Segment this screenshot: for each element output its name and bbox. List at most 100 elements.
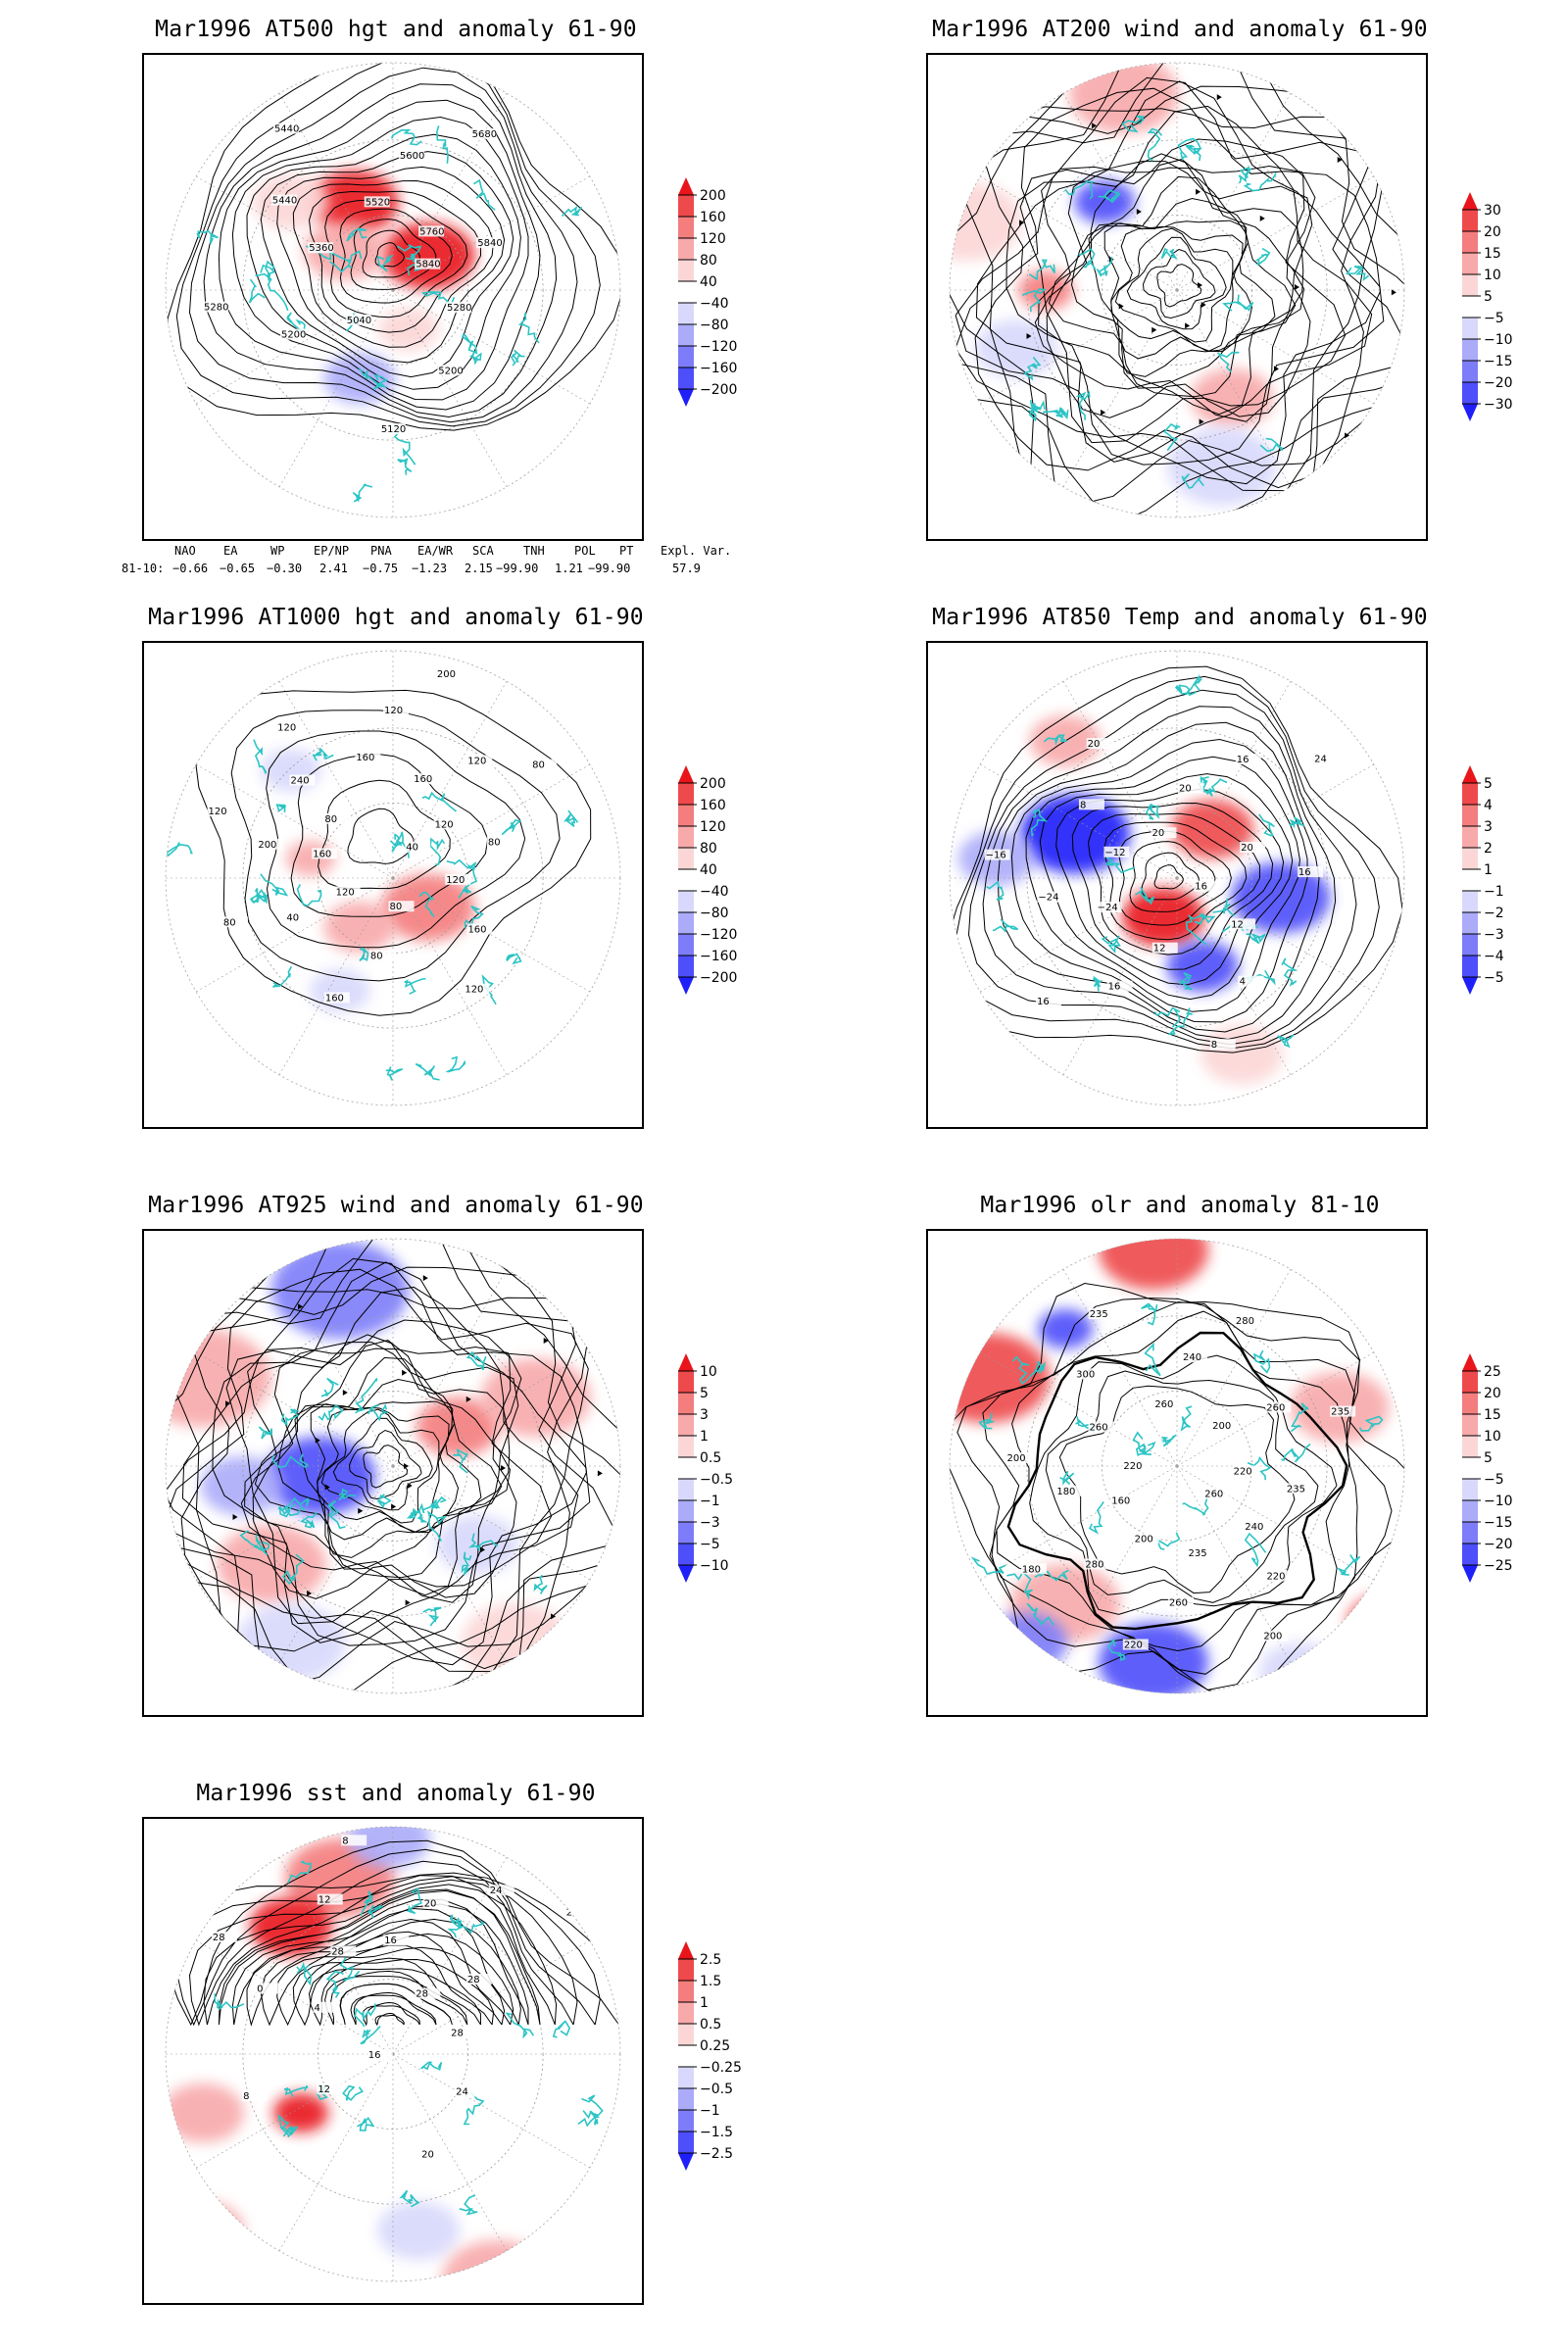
- index-header: PNA: [370, 544, 392, 558]
- coastline: [467, 1533, 499, 1551]
- colorbar-label: −80: [700, 318, 729, 333]
- contour-label: 4: [315, 2003, 320, 2014]
- panel-title: Mar1996 AT500 hgt and anomaly 61-90: [155, 17, 637, 42]
- stream-arrow: [405, 1599, 411, 1606]
- colorbar-swatch: [1462, 253, 1478, 274]
- contour-line: [175, 63, 601, 427]
- colorbar-swatch: [1462, 934, 1478, 956]
- contour-label-bg: [1106, 980, 1133, 992]
- contour-line: [175, 1848, 601, 2027]
- contour-line: [374, 2013, 405, 2027]
- colorbar-label: −5: [1484, 311, 1504, 326]
- meridian: [278, 680, 394, 879]
- anomaly-shading: [462, 1603, 571, 1682]
- contour-label-bg: [445, 873, 471, 885]
- contour-label-bg: [1211, 1420, 1238, 1432]
- contour-label-bg: [466, 923, 493, 935]
- streamline: [240, 1342, 519, 1603]
- streamline: [166, 1239, 620, 1693]
- stream-arrow: [1391, 289, 1396, 296]
- contour-label: 16: [1237, 755, 1250, 765]
- colorbar-swatch: [1462, 318, 1478, 339]
- contour-line: [1071, 802, 1274, 970]
- coastline: [450, 1914, 462, 1930]
- coastline: [1244, 1532, 1267, 1568]
- colorbar-label: 4: [1484, 798, 1493, 813]
- contour-label: 12: [318, 2084, 330, 2095]
- contour-label-bg: [1265, 1570, 1292, 1582]
- colorbar-label: −20: [1484, 375, 1513, 391]
- polar-map: 5840 5280 5200 5120 5040 5200 5280 5360 5440 5440…: [165, 62, 621, 518]
- coastline: [1222, 294, 1254, 312]
- contour-line: [218, 1888, 541, 2026]
- contour-label: 12: [318, 1895, 331, 1906]
- colorbar-label: −20: [1484, 1537, 1513, 1552]
- contour-line: [997, 721, 1320, 1033]
- contour-label: 20: [1241, 843, 1253, 854]
- contour-label: 160: [467, 925, 486, 936]
- streamline: [1156, 264, 1202, 308]
- contour-line: [1103, 821, 1248, 941]
- contour-label-bg: [1151, 827, 1177, 839]
- contour-label-bg: [1084, 1558, 1110, 1570]
- colorbar-label: −0.5: [700, 1472, 733, 1488]
- colorbar-label: −200: [700, 970, 737, 986]
- contour-label: 160: [325, 993, 344, 1004]
- contour-label-bg: [531, 759, 558, 770]
- colorbar-swatch: [1462, 1479, 1478, 1500]
- map-frame: 5840 5280 5200 5120 5040 5200 5280 5360 5440 5440…: [142, 53, 644, 541]
- colorbar-swatch: [678, 1457, 694, 1479]
- colorbar-swatch: [1462, 956, 1478, 977]
- contour-label-bg: [289, 774, 316, 786]
- coastline: [430, 1495, 447, 1510]
- meridian: [1176, 289, 1292, 488]
- coastline: [1034, 1569, 1070, 1582]
- stream-arrow: [1345, 432, 1350, 439]
- coastline: [346, 227, 368, 242]
- colorbar-swatch: [678, 826, 694, 848]
- map-boundary: [949, 650, 1405, 1106]
- contour-line: [246, 133, 521, 390]
- meridian: [392, 1856, 508, 2055]
- coastline: [1182, 1497, 1209, 1516]
- contour-label-bg: [455, 2085, 481, 2097]
- index-value: 2.15: [465, 562, 493, 575]
- coastline: [510, 349, 525, 367]
- contour-label-bg: [221, 916, 248, 928]
- contour-label-bg: [433, 818, 460, 830]
- contour-label: 80: [324, 814, 337, 825]
- contour-label-bg: [413, 773, 439, 785]
- colorbar-swatch: [1462, 1436, 1478, 1457]
- colorbar-swatch: [1462, 783, 1478, 805]
- index-value: −99.90: [496, 562, 539, 575]
- contour-label-bg: [1110, 1494, 1137, 1506]
- colorbar-arrow-bottom: [1462, 404, 1478, 421]
- coastline: [272, 965, 293, 988]
- stream-arrow: [1092, 122, 1098, 129]
- colorbar-swatch: [678, 303, 694, 324]
- contour-label: 180: [1022, 1564, 1041, 1575]
- coastline: [426, 1510, 447, 1542]
- streamline: [974, 106, 1385, 489]
- contour-label-bg: [323, 992, 350, 1004]
- latitude-circle: [242, 1903, 544, 2205]
- stream-arrow: [1196, 188, 1201, 195]
- meridian: [278, 92, 394, 291]
- contour-label: 20: [424, 1898, 437, 1909]
- meridian: [979, 1465, 1178, 1581]
- contour-label-bg: [1187, 1547, 1213, 1559]
- colorbar-label: 40: [700, 862, 717, 878]
- colorbar-label: −1: [700, 1494, 720, 1509]
- streamline: [1070, 175, 1297, 389]
- coastline: [390, 129, 422, 146]
- coastline: [1180, 1405, 1193, 1432]
- colorbar-swatch: [678, 783, 694, 805]
- contour-line: [955, 675, 1380, 1050]
- colorbar-arrow-top: [678, 1941, 694, 1959]
- meridian: [1176, 877, 1375, 993]
- anomaly-shading: [950, 1333, 1051, 1423]
- coastline: [367, 1403, 389, 1422]
- colorbar-swatch: [1462, 296, 1478, 318]
- coastline: [339, 1956, 361, 1982]
